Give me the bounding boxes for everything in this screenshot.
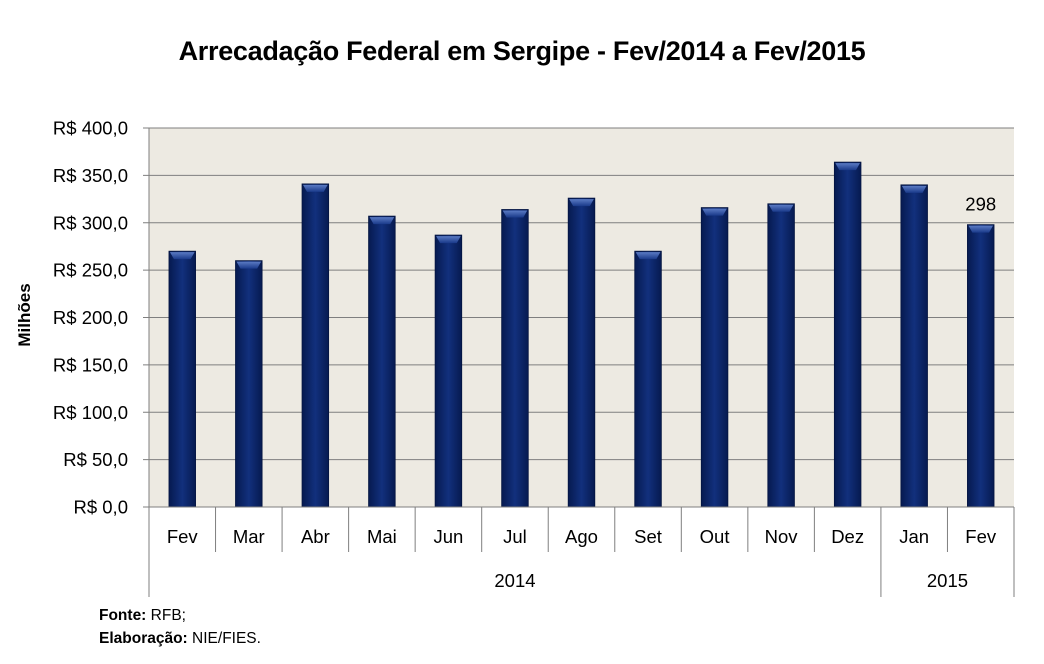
x-tick-label: Nov [765,526,799,547]
y-tick-labels: R$ 0,0 R$ 50,0 R$ 100,0 R$ 150,0 R$ 200,0 R$ … [53,118,128,518]
bar-bevel [436,236,461,244]
bar [567,197,596,508]
chart-title: Arrecadação Federal em Sergipe - Fev/201… [178,36,866,66]
bar [235,260,263,508]
bar-bevel [835,163,860,171]
y-tick-label: R$ 0,0 [73,497,128,518]
bar-bevel [768,204,794,212]
y-tick-label: R$ 300,0 [53,212,128,233]
bar-body [967,224,995,508]
x-tick-label: Dez [831,526,864,547]
x-tick-label: Jan [899,526,929,547]
year-group-label: 2014 [494,570,535,591]
y-tick-label: R$ 150,0 [53,354,128,375]
x-tick-label: Out [700,526,730,547]
bar [700,207,729,508]
bar-bevel [968,225,994,233]
bar-bevel [702,208,727,216]
y-axis-label: Milhões [15,283,34,346]
bar-body [900,184,928,508]
bar [368,215,396,508]
bar-body [567,197,596,508]
axes [148,128,1015,597]
x-tick-label: Ago [565,526,598,547]
y-tick-label: R$ 400,0 [53,118,128,139]
bar-body [301,183,330,508]
y-tick-label: R$ 50,0 [63,449,128,470]
bar-body [235,260,263,508]
bar-body [168,250,196,508]
y-tick-label: R$ 350,0 [53,165,128,186]
bar [767,203,795,508]
bar-body [833,161,862,508]
bar [900,184,928,508]
x-tick-label: Mai [367,526,397,547]
x-tick-label: Fev [965,526,997,547]
y-tick-label: R$ 250,0 [53,260,128,281]
bar-chart: R$ 0,0 R$ 50,0 R$ 100,0 R$ 150,0 R$ 200,0 R$ … [15,118,1015,597]
x-tick-label: Set [634,526,662,547]
x-tick-label: Mar [233,526,265,547]
x-tick-label: Jul [503,526,527,547]
bar [168,250,196,508]
y-tick-label: R$ 100,0 [53,402,128,423]
x-tick-label: Fev [167,526,199,547]
source-line: Fonte: RFB; [99,604,261,627]
author-label: Elaboração: [99,630,188,647]
author-line: Elaboração: NIE/FIES. [99,627,261,650]
bar [501,209,529,508]
source-label: Fonte: [99,607,147,624]
bar-bevel [369,217,395,225]
bar-body [368,215,396,508]
author-value: NIE/FIES. [192,630,261,647]
bar [833,161,862,508]
bar-body [700,207,729,508]
bar [634,250,662,508]
data-labels: 298 [965,194,996,215]
bar-body [634,250,662,508]
bar-bevel [901,185,927,193]
bar-body [767,203,795,508]
y-tick-label: R$ 200,0 [53,307,128,328]
bar-body [501,209,529,508]
bar-bevel [236,261,262,269]
bar-bevel [169,252,195,260]
bar [434,234,463,508]
footer: Fonte: RFB; Elaboração: NIE/FIES. [99,604,261,650]
bars [168,161,995,508]
bar [301,183,330,508]
bar-bevel [569,199,594,207]
year-group-label: 2015 [927,570,968,591]
bar-bevel [502,210,528,218]
x-tick-label: Jun [434,526,464,547]
bar-bevel [303,184,328,192]
bar-bevel [635,252,661,260]
x-category-labels: Fev Mar Abr Mai Jun Jul Ago Set Out Nov Dez Jan Fev 2… [167,507,997,597]
bar-body [434,234,463,508]
data-label: 298 [965,194,996,215]
bar [967,224,995,508]
x-tick-label: Abr [301,526,330,547]
source-value: RFB; [150,607,186,624]
